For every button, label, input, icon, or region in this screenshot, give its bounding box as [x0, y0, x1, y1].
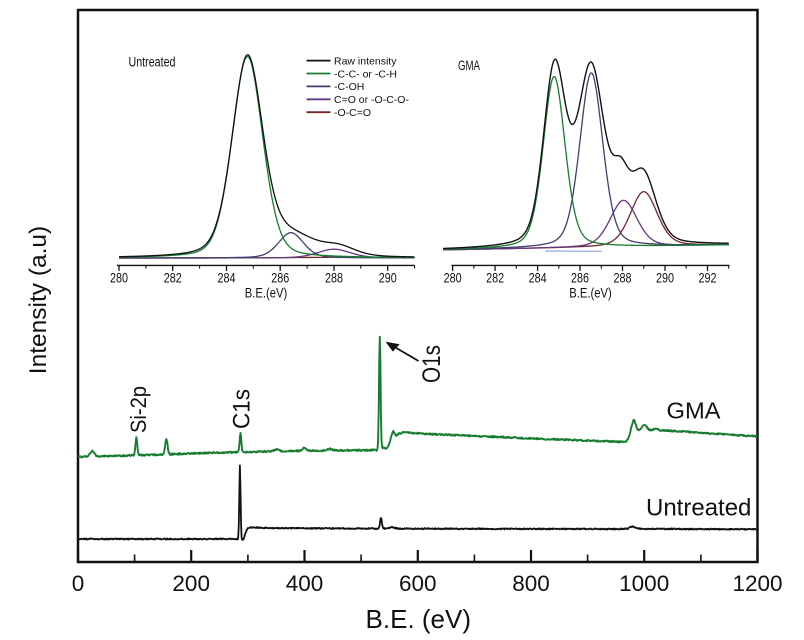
svg-text:290: 290 [656, 270, 674, 286]
svg-text:C=O or -O-C-O-: C=O or -O-C-O- [334, 94, 409, 106]
svg-text:GMA: GMA [667, 398, 721, 424]
svg-text:Si-2p: Si-2p [126, 386, 151, 433]
svg-text:600: 600 [399, 571, 437, 596]
svg-text:800: 800 [512, 571, 550, 596]
svg-text:288: 288 [614, 270, 632, 286]
svg-text:B.E. (eV): B.E. (eV) [366, 604, 471, 634]
svg-text:Raw intensity: Raw intensity [334, 55, 397, 67]
svg-text:C1s: C1s [229, 389, 256, 429]
svg-text:280: 280 [110, 270, 128, 286]
svg-text:286: 286 [271, 270, 289, 286]
svg-text:1000: 1000 [619, 571, 669, 596]
svg-text:Untreated: Untreated [646, 495, 751, 522]
svg-text:-C-C- or -C-H: -C-C- or -C-H [334, 68, 397, 80]
svg-text:GMA: GMA [458, 58, 480, 73]
svg-text:292: 292 [699, 270, 717, 286]
svg-text:Intensity (a.u): Intensity (a.u) [25, 226, 52, 374]
svg-text:400: 400 [286, 571, 324, 596]
svg-text:-C-OH: -C-OH [334, 81, 364, 93]
svg-text:288: 288 [325, 270, 343, 286]
svg-text:284: 284 [218, 270, 236, 286]
svg-text:B.E.(eV): B.E.(eV) [245, 285, 288, 301]
svg-text:B.E.(eV): B.E.(eV) [569, 285, 612, 301]
svg-text:284: 284 [529, 270, 547, 286]
svg-text:286: 286 [571, 270, 589, 286]
svg-text:290: 290 [379, 270, 397, 286]
svg-text:282: 282 [164, 270, 182, 286]
svg-text:282: 282 [486, 270, 504, 286]
svg-text:280: 280 [444, 270, 462, 286]
svg-text:0: 0 [72, 571, 85, 596]
svg-text:200: 200 [172, 571, 210, 596]
svg-text:O1s: O1s [418, 345, 446, 383]
svg-text:1200: 1200 [732, 571, 782, 596]
svg-text:-O-C=O: -O-C=O [334, 107, 371, 119]
svg-text:Untreated: Untreated [129, 55, 176, 70]
